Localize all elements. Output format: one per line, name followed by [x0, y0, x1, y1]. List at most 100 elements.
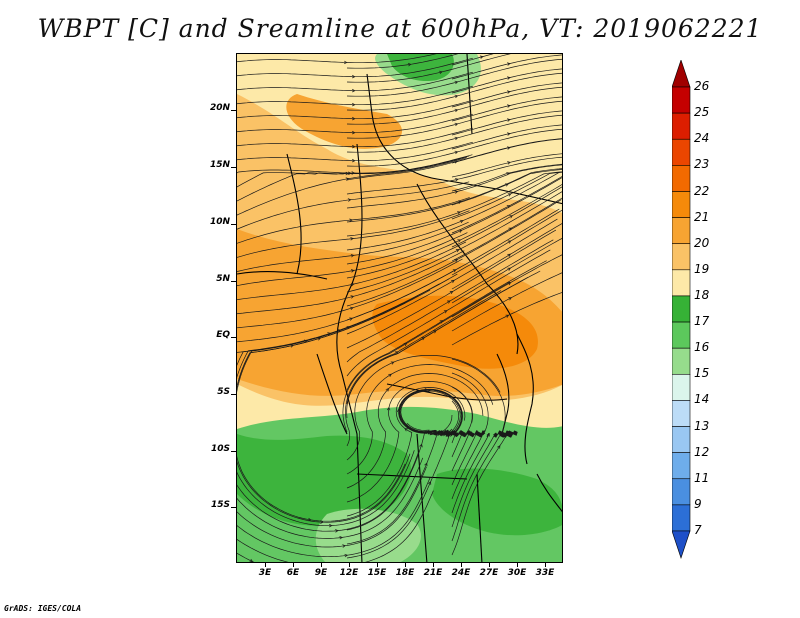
- streamline: [346, 168, 562, 223]
- streamline-arrow: [507, 104, 511, 108]
- lon-tick-label: 12E: [339, 568, 359, 578]
- streamline-arrow: [505, 183, 509, 187]
- lat-tick-mark: [231, 451, 236, 452]
- streamline-arrow: [403, 342, 408, 347]
- streamline: [346, 54, 511, 83]
- streamlines: [237, 54, 562, 562]
- streamline-arrow: [350, 253, 355, 258]
- streamline-arrow: [386, 406, 391, 411]
- colorbar-segment: [672, 347, 691, 375]
- streamline-arrow: [455, 249, 460, 253]
- streamline-arrow: [352, 116, 356, 121]
- streamline-arrow: [344, 553, 349, 558]
- streamline: [451, 54, 494, 66]
- lon-tick-mark: [517, 563, 518, 567]
- streamline: [451, 110, 562, 136]
- lon-tick-label: 3E: [258, 568, 272, 578]
- colorbar-segment: [672, 138, 691, 166]
- streamline: [451, 186, 562, 248]
- streamline-arrow: [454, 150, 459, 155]
- colorbar-segment: [672, 112, 691, 140]
- streamline-arrow: [419, 443, 423, 448]
- lon-tick-mark: [349, 563, 350, 567]
- streamline-arrow: [342, 544, 346, 548]
- country-border: [536, 473, 562, 513]
- streamline: [451, 153, 562, 178]
- lon-tick-label: 6E: [286, 568, 300, 578]
- streamline-arrow: [385, 388, 390, 392]
- lon-tick-mark: [433, 563, 434, 567]
- streamline-arrow: [352, 130, 356, 135]
- streamline: [237, 54, 437, 64]
- lat-tick-mark: [231, 281, 236, 282]
- streamline-arrow: [349, 317, 353, 321]
- lat-tick-label: 5S: [217, 387, 230, 397]
- country-border: [336, 143, 363, 562]
- map-panel: [236, 53, 563, 563]
- streamline-arrow: [498, 431, 502, 436]
- streamline-arrow: [350, 306, 354, 311]
- lat-tick-mark: [231, 337, 236, 338]
- lon-tick-label: 9E: [314, 568, 328, 578]
- colorbar-label: 11: [694, 470, 710, 485]
- lon-tick-mark: [265, 563, 266, 567]
- lon-tick-label: 27E: [479, 568, 499, 578]
- streamline-arrow: [352, 102, 356, 107]
- streamline-arrow: [455, 178, 459, 182]
- streamline-arrow: [479, 55, 484, 59]
- streamline-arrow: [454, 190, 459, 194]
- streamline-arrow: [352, 74, 356, 79]
- colorbar-segment: [672, 269, 691, 297]
- streamline-arrow: [443, 310, 448, 314]
- colorbar-segment: [672, 504, 691, 532]
- streamline-arrow: [507, 240, 512, 244]
- streamline-arrow: [507, 76, 511, 80]
- colorbar-segment: [672, 400, 691, 427]
- lon-tick-label: 15E: [367, 568, 387, 578]
- streamline: [346, 171, 562, 251]
- streamline-arrow: [344, 60, 348, 65]
- colorbar-segment: [672, 191, 691, 218]
- streamline: [451, 82, 562, 108]
- colorbar-segment: [672, 373, 691, 401]
- lon-tick-label: 21E: [423, 568, 443, 578]
- colorbar-segment: [672, 243, 691, 271]
- lon-tick-mark: [293, 563, 294, 567]
- colorbar-segment: [672, 426, 691, 453]
- country-border: [386, 383, 508, 401]
- streamline-arrow: [339, 535, 343, 540]
- country-border: [496, 353, 510, 435]
- streamline-arrow: [349, 218, 353, 222]
- country-border: [416, 433, 428, 562]
- streamline-arrow: [454, 108, 459, 113]
- colorbar-segment: [672, 452, 691, 480]
- streamline-arrow: [507, 267, 512, 271]
- colorbar-label: 22: [694, 183, 710, 198]
- colorbar-segment: [672, 295, 691, 323]
- colorbar-label: 7: [694, 523, 702, 537]
- streamline-arrow: [352, 144, 356, 149]
- lat-tick-label: 5N: [216, 274, 230, 284]
- streamline-arrow: [352, 88, 356, 93]
- lat-tick-mark: [231, 507, 236, 508]
- streamline-arrow: [320, 520, 324, 524]
- lon-tick-mark: [321, 563, 322, 567]
- colorbar-label: 12: [694, 444, 710, 459]
- lon-tick-label: 18E: [395, 568, 415, 578]
- colorbar-segment: [672, 217, 691, 245]
- streamline-arrow: [507, 161, 511, 165]
- streamline-arrow: [507, 118, 511, 122]
- streamline-arrow: [508, 297, 512, 301]
- colorbar-label: 14: [694, 392, 710, 407]
- streamline-arrow: [509, 215, 513, 219]
- streamline-arrow: [468, 431, 473, 436]
- streamline-arrow: [352, 158, 356, 163]
- colorbar-label: 15: [694, 366, 710, 381]
- country-borders: [237, 54, 562, 562]
- colorbar-segment: [672, 478, 691, 506]
- colorbar-label: 9: [694, 496, 702, 511]
- lat-tick-mark: [231, 224, 236, 225]
- streamline-arrow: [290, 344, 295, 348]
- country-border: [366, 73, 562, 205]
- streamline-arrow: [459, 219, 464, 224]
